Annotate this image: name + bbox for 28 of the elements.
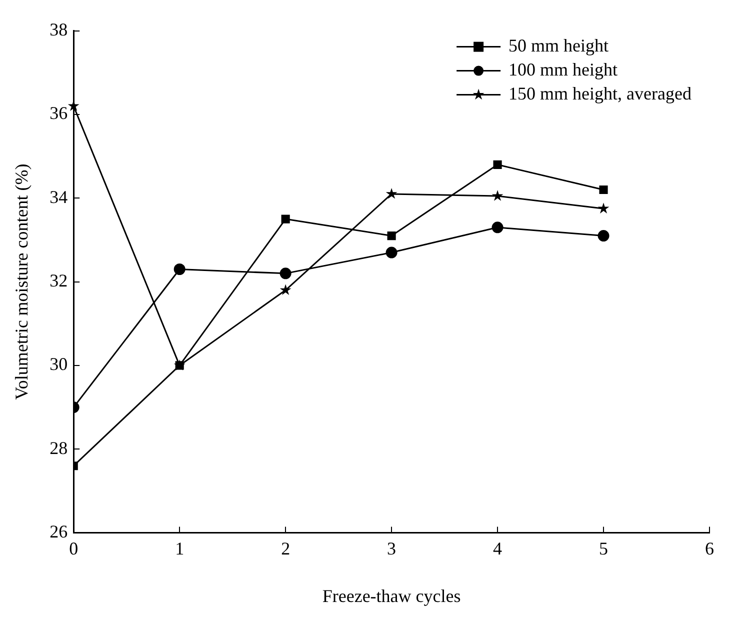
x-tick-label: 3 [387,538,396,558]
point [386,246,398,258]
y-tick-label: 30 [50,354,68,374]
y-axis-title: Volumetric moisture content (%) [12,164,32,400]
x-tick-label: 1 [175,538,184,558]
point [280,268,292,280]
x-tick-label: 5 [599,538,608,558]
x-tick-label: 4 [493,538,502,558]
point [174,264,186,275]
y-tick-label: 36 [50,103,68,124]
legend-label: 150 mm height, averaged [508,84,692,104]
point [281,214,290,224]
y-tick-label: 26 [50,522,68,542]
legend-label: 50 mm height [508,36,609,56]
y-tick-label: 38 [50,20,68,40]
point [598,230,610,242]
x-tick-label: 0 [69,538,78,558]
y-tick-label: 34 [50,186,68,207]
x-tick-label: 6 [705,538,714,558]
y-tick-label: 32 [50,270,68,291]
x-tick-label: 2 [281,538,290,558]
point [492,222,504,234]
x-axis-title: Freeze-thaw cycles [322,586,461,606]
point [387,232,396,240]
point [493,160,502,169]
y-tick-label: 28 [50,438,68,458]
point [599,185,608,194]
legend-label: 100 mm height [508,60,618,80]
